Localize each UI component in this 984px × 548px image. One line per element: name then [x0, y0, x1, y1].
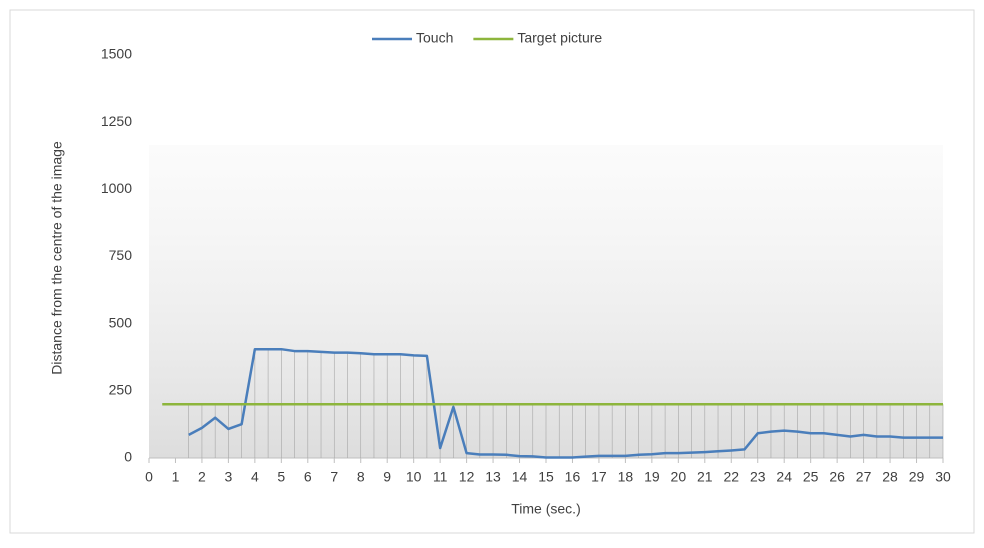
y-axis-label: Distance from the centre of the image	[49, 141, 65, 375]
x-tick-label: 7	[330, 469, 338, 485]
x-tick-label: 10	[406, 469, 422, 485]
series-line	[188, 347, 943, 459]
x-tick-label: 18	[618, 469, 634, 485]
x-tick-label: 15	[538, 469, 554, 485]
x-tick-label: 12	[459, 469, 475, 485]
y-tick-label: 500	[109, 314, 133, 330]
x-tick-label: 13	[485, 469, 501, 485]
x-tick-label: 4	[251, 469, 259, 485]
x-axis-label: Time (sec.)	[511, 501, 580, 517]
x-tick-label: 25	[803, 469, 819, 485]
y-tick-label: 750	[109, 247, 133, 263]
x-tick-label: 24	[776, 469, 792, 485]
x-tick-label: 19	[644, 469, 660, 485]
x-tick-label: 21	[697, 469, 713, 485]
legend-label: Target picture	[517, 30, 602, 46]
x-tick-label: 26	[829, 469, 845, 485]
x-tick-label: 14	[512, 469, 528, 485]
y-tick-label: 1500	[101, 46, 132, 62]
y-tick-label: 0	[124, 449, 132, 465]
x-tick-label: 17	[591, 469, 607, 485]
x-tick-label: 20	[671, 469, 687, 485]
y-tick-label: 1250	[101, 113, 132, 129]
x-tick-label: 8	[357, 469, 365, 485]
x-tick-label: 5	[277, 469, 285, 485]
x-tick-label: 0	[145, 469, 153, 485]
x-tick-label: 28	[882, 469, 898, 485]
x-tick-label: 16	[565, 469, 581, 485]
x-tick-label: 2	[198, 469, 206, 485]
x-tick-label: 9	[383, 469, 391, 485]
x-tick-label: 3	[225, 469, 233, 485]
x-tick-label: 29	[909, 469, 925, 485]
x-tick-label: 23	[750, 469, 766, 485]
x-tick-label: 1	[172, 469, 180, 485]
x-tick-label: 6	[304, 469, 312, 485]
x-tick-label: 22	[723, 469, 739, 485]
x-tick-label: 11	[433, 469, 448, 485]
y-tick-label: 1000	[101, 180, 132, 196]
x-tick-label: 27	[856, 469, 872, 485]
x-tick-label: 30	[935, 469, 951, 485]
legend-label: Touch	[416, 30, 453, 46]
y-tick-label: 250	[109, 382, 133, 398]
